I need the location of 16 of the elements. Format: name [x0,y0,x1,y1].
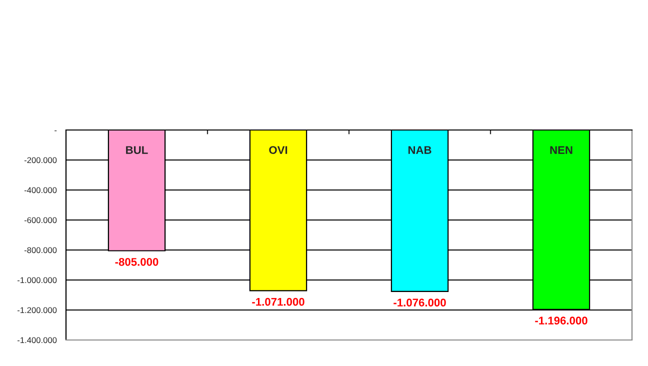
x-tick-label: NAB [408,146,432,154]
x-tick-label: NEN [550,146,572,154]
data-label: -1.076.000 [394,298,446,307]
x-tick-label: OVI [269,146,288,154]
data-label: -805.000 [115,258,158,266]
y-tick-label: -200.000 [24,157,57,164]
y-tick-label: -1.400.000 [18,337,57,344]
y-tick-label: -800.000 [24,247,57,254]
y-tick-label: -1.200.000 [18,307,57,314]
y-tick-label: - [54,130,57,132]
y-tick-label: -1.000.000 [18,277,57,284]
data-label: -1.196.000 [535,316,588,325]
data-label: -1.071.000 [252,298,304,306]
y-tick-label: -600.000 [24,217,57,224]
x-tick-label: BUL [126,146,148,154]
y-tick-label: -400.000 [24,187,57,194]
